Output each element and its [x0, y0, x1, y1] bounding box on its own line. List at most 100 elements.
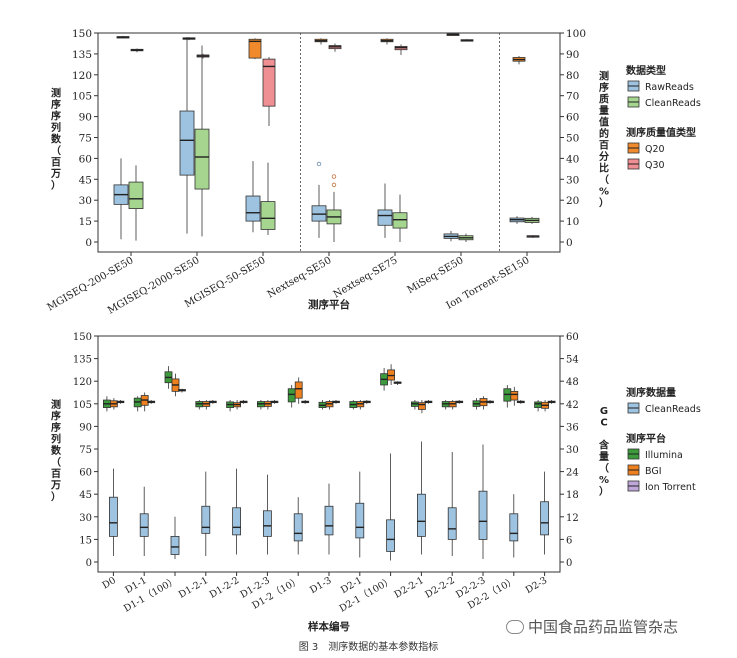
- legend-item-label: RawReads: [645, 82, 694, 93]
- outlier-point: [331, 182, 337, 188]
- box-cleanreads: [128, 181, 144, 209]
- left-tick-label: 30: [79, 195, 92, 207]
- box-q30: [262, 58, 276, 107]
- wechat-icon: [506, 619, 524, 634]
- legend-item-label: Illumina: [645, 450, 683, 461]
- box-rawreads: [179, 110, 195, 176]
- box-cleanreads: [447, 507, 457, 540]
- category-label: D2-3: [524, 575, 549, 596]
- right-tick-label: 10: [566, 216, 579, 228]
- legend-group-title: 测序平台: [626, 432, 666, 445]
- box-illumina: [534, 401, 542, 408]
- x-axis-title: 测序平台: [308, 298, 350, 311]
- left-tick-label: 150: [73, 332, 92, 343]
- y-axis-left-title: 测序序列数（百万）: [50, 398, 62, 503]
- legend-item-label: BGI: [645, 466, 662, 477]
- right-tick-label: 18: [566, 490, 579, 501]
- box-cleanreads: [170, 535, 180, 555]
- left-tick-label: 0: [85, 237, 92, 249]
- box-cleanreads: [355, 502, 365, 539]
- right-tick-label: 30: [566, 174, 579, 186]
- box-cleanreads: [386, 519, 396, 552]
- legend-item-label: Q20: [645, 144, 665, 155]
- left-tick-label: 120: [73, 377, 92, 388]
- box-cleanreads: [232, 507, 242, 536]
- legend-item-label: Ion Torrent: [645, 482, 696, 493]
- box-cleanreads: [260, 201, 276, 230]
- box-bgi: [417, 402, 426, 410]
- left-tick-label: 75: [79, 445, 92, 456]
- category-label: D1-2-2: [208, 575, 241, 601]
- figure-caption: 图 3 测序数据的基本参数指标: [298, 642, 439, 653]
- right-tick-label: 40: [566, 153, 579, 165]
- left-tick-label: 150: [72, 28, 92, 40]
- left-tick-label: 90: [79, 112, 92, 124]
- category-label: D0: [101, 575, 118, 591]
- left-tick-label: 120: [72, 70, 92, 82]
- right-tick-label: 60: [566, 112, 579, 124]
- left-tick-label: 75: [79, 133, 92, 145]
- left-tick-label: 105: [73, 400, 92, 411]
- left-tick-label: 105: [72, 91, 92, 103]
- box-illumina: [287, 388, 296, 403]
- legend-item-label: CleanReads: [645, 98, 701, 109]
- box-bgi: [510, 390, 519, 401]
- legend-group-title: 测序质量值类型: [626, 126, 696, 139]
- right-tick-label: 30: [566, 445, 579, 456]
- box-cleanreads: [540, 501, 549, 536]
- legend-group-title: 数据类型: [626, 64, 666, 77]
- right-tick-label: 0: [566, 237, 573, 249]
- right-tick-label: 80: [566, 70, 579, 82]
- legend-item-label: CleanReads: [645, 404, 701, 415]
- box-cleanreads: [262, 510, 272, 537]
- right-tick-label: 24: [566, 468, 579, 479]
- left-tick-label: 0: [86, 558, 92, 569]
- category-label: D1-2-1: [177, 575, 210, 601]
- right-tick-label: 60: [566, 332, 579, 343]
- box-cleanreads: [478, 490, 488, 540]
- box-cleanreads: [416, 493, 426, 537]
- box-q20: [248, 38, 262, 59]
- box-rawreads: [377, 209, 393, 226]
- right-tick-label: 50: [566, 133, 579, 145]
- box-cleanreads: [109, 496, 118, 537]
- watermark-text: 中国食品药品监管杂志: [528, 618, 679, 636]
- right-tick-label: 6: [566, 535, 572, 546]
- right-tick-label: 36: [566, 422, 579, 433]
- box-cleanreads: [509, 513, 519, 542]
- left-tick-label: 15: [79, 216, 92, 228]
- right-tick-label: 12: [566, 513, 579, 524]
- watermark: 中国食品药品监管杂志: [506, 616, 678, 637]
- box-rawreads: [245, 195, 261, 222]
- category-label: D2-2-2: [423, 575, 456, 601]
- legend-group-title: 测序数据量: [626, 386, 676, 399]
- left-tick-label: 60: [79, 153, 92, 165]
- x-axis-title: 样本编号: [308, 620, 350, 633]
- category-label: Nextseq-SE75: [332, 255, 400, 301]
- left-tick-label: 45: [79, 490, 92, 501]
- left-tick-label: 30: [79, 513, 92, 524]
- right-tick-label: 42: [566, 400, 579, 411]
- right-tick-label: 48: [566, 377, 579, 388]
- category-label: D1-3: [308, 575, 333, 596]
- right-tick-label: 20: [566, 195, 579, 207]
- box-cleanreads: [293, 513, 303, 542]
- category-label: Nextseq-SE50: [266, 255, 334, 301]
- left-tick-label: 90: [79, 422, 92, 433]
- left-tick-label: 60: [79, 468, 92, 479]
- category-label: D2-2-1: [393, 575, 426, 601]
- left-tick-label: 135: [73, 355, 92, 366]
- box-cleanreads: [139, 513, 149, 537]
- outlier-point: [316, 161, 322, 167]
- left-tick-label: 15: [79, 535, 92, 546]
- right-tick-label: 70: [566, 91, 579, 103]
- y-axis-right-title: 测序质量值的百分比（%）: [599, 69, 609, 209]
- legend-item-label: Q30: [645, 160, 665, 171]
- category-label: MiSeq-SE50: [406, 255, 466, 296]
- outlier-point: [331, 174, 337, 179]
- box-cleanreads: [194, 128, 210, 190]
- box-bgi: [294, 381, 303, 399]
- left-tick-label: 45: [79, 174, 92, 186]
